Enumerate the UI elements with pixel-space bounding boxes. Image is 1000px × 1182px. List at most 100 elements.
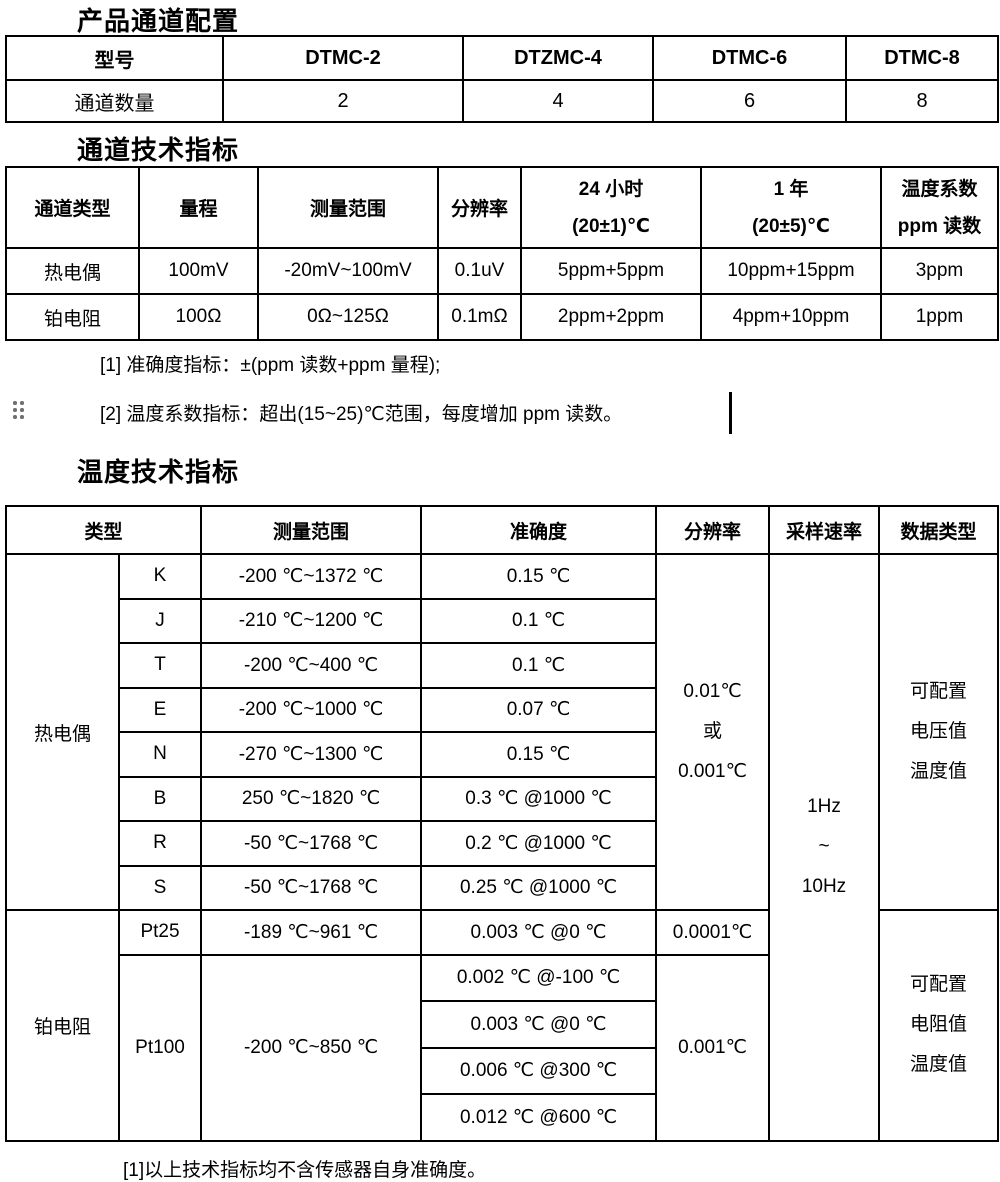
data-type-line: 可配置	[910, 681, 968, 702]
cell: 铂电阻	[5, 293, 140, 341]
header-cell-resolution: 分辨率	[655, 505, 771, 555]
cell-data-type-rtd: 可配置 电阻值 温度值	[878, 909, 1000, 1142]
cell-accuracy: 0.15 ℃	[420, 553, 658, 600]
cell: 4ppm+10ppm	[700, 293, 882, 341]
cell-range: -200 ℃~1000 ℃	[200, 686, 423, 733]
sample-rate-line: 1Hz	[807, 796, 841, 818]
cell-range: -189 ℃~961 ℃	[200, 909, 423, 956]
header-cell-dtmc6: DTMC-6	[652, 35, 847, 81]
cell-accuracy: 0.25 ℃ @1000 ℃	[420, 864, 658, 911]
header-cell-dtmc8: DTMC-8	[845, 35, 999, 81]
cell-accuracy: 0.006 ℃ @300 ℃	[420, 1046, 658, 1095]
product-channel-config-table: 型号 DTMC-2 DTZMC-4 DTMC-6 DTMC-8 通道数量 2 4…	[5, 35, 999, 123]
data-type-line: 电阻值	[910, 1014, 968, 1036]
cell-accuracy: 0.1 ℃	[420, 642, 658, 689]
table-row-Pt100-acc4: 0.012 ℃ @600 ℃	[6, 1093, 998, 1142]
table-row-E: E -200 ℃~1000 ℃ 0.07 ℃	[6, 686, 998, 733]
table-row-B: B 250 ℃~1820 ℃ 0.3 ℃ @1000 ℃	[6, 775, 998, 822]
cell-accuracy: 0.3 ℃ @1000 ℃	[420, 775, 658, 822]
cell-resolution-thermocouple: 0.01℃ 或 0.001℃	[655, 553, 771, 911]
header-cell-resolution: 分辨率	[437, 166, 522, 249]
data-type-line: 温度值	[910, 1054, 968, 1076]
table-row-S: S -50 ℃~1768 ℃ 0.25 ℃ @1000 ℃	[6, 864, 998, 911]
table-row-rtd: 铂电阻 100Ω 0Ω~125Ω 0.1mΩ 2ppm+2ppm 4ppm+10…	[5, 293, 999, 341]
cell-channel-count-2: 2	[222, 79, 464, 123]
header-cell-sample-rate: 采样速率	[768, 505, 881, 555]
data-type-line: 可配置	[910, 974, 968, 996]
cell-channel-count-4: 4	[462, 79, 654, 123]
footnote-sensor-accuracy: [1]以上技术指标均不含传感器自身准确度。	[123, 1160, 487, 1181]
table-row-Pt100-acc2: 0.003 ℃ @0 ℃	[6, 1000, 998, 1049]
cell-group-rtd: 铂电阻	[5, 909, 120, 1142]
cell-type: Pt25	[117, 909, 203, 956]
footnote-accuracy: [1] 准确度指标：±(ppm 读数+ppm 量程);	[100, 355, 441, 376]
table-row-T: T -200 ℃~400 ℃ 0.1 ℃	[6, 642, 998, 689]
cell: 100mV	[138, 247, 259, 295]
header-cell-data-type: 数据类型	[878, 505, 1000, 555]
header-cell-dtzmc4: DTZMC-4	[462, 35, 654, 81]
header-cell-accuracy: 准确度	[420, 505, 658, 555]
cell: 1ppm	[880, 293, 999, 341]
cell-type: E	[117, 686, 203, 733]
cell-type: R	[117, 820, 203, 867]
header-cell-measure-range: 测量范围	[200, 505, 423, 555]
cell-accuracy: 0.003 ℃ @0 ℃	[420, 1000, 658, 1049]
resolution-line: 0.01℃	[683, 681, 742, 702]
section-title-product-channel-config: 产品通道配置	[77, 6, 240, 36]
cell: 100Ω	[138, 293, 259, 341]
cell-accuracy: 0.2 ℃ @1000 ℃	[420, 820, 658, 867]
table-header-row: 型号 DTMC-2 DTZMC-4 DTMC-6 DTMC-8	[5, 35, 999, 81]
cell-type: Pt100	[117, 953, 203, 1142]
cell-type: K	[117, 553, 203, 600]
cell-range: -200 ℃~850 ℃	[200, 953, 423, 1142]
cell-sample-rate: 1Hz ~ 10Hz	[768, 553, 881, 1142]
table-header-row: 通道类型 量程 测量范围 分辨率 24 小时 (20±1)℃ 1 年 (20±5…	[5, 166, 999, 249]
drag-handle-icon[interactable]	[13, 401, 24, 419]
footnote-temp-coeff: [2] 温度系数指标：超出(15~25)℃范围，每度增加 ppm 读数。	[100, 404, 623, 425]
cell-resolution-pt25: 0.0001℃	[655, 909, 771, 956]
data-type-line: 温度值	[910, 761, 968, 782]
header-1year-line1: 1 年	[773, 178, 809, 200]
cell-accuracy: 0.15 ℃	[420, 731, 658, 778]
cell-data-type-thermocouple: 可配置 电压值 温度值	[878, 553, 1000, 911]
cell-type: B	[117, 775, 203, 822]
table-row-thermocouple: 热电偶 100mV -20mV~100mV 0.1uV 5ppm+5ppm 10…	[5, 247, 999, 295]
table-row-N: N -270 ℃~1300 ℃ 0.15 ℃	[6, 731, 998, 778]
cell: 热电偶	[5, 247, 140, 295]
cell-accuracy: 0.1 ℃	[420, 597, 658, 644]
cell-type: T	[117, 642, 203, 689]
data-type-line: 电压值	[910, 721, 968, 742]
cell: -20mV~100mV	[257, 247, 439, 295]
header-cell-channel-type: 通道类型	[5, 166, 140, 249]
cell-range: -50 ℃~1768 ℃	[200, 820, 423, 867]
cell: 0.1mΩ	[437, 293, 522, 341]
cell-type: J	[117, 597, 203, 644]
cell-channel-count-label: 通道数量	[5, 79, 224, 123]
cell: 5ppm+5ppm	[520, 247, 702, 295]
temperature-spec-table: 类型 测量范围 准确度 分辨率 采样速率 数据类型 热电偶 K -200 ℃~1…	[4, 505, 1000, 1142]
cell-type: S	[117, 864, 203, 911]
cell-accuracy: 0.002 ℃ @-100 ℃	[420, 953, 658, 1002]
header-temp-coeff-line1: 温度系数	[901, 178, 978, 200]
cell-channel-count-8: 8	[845, 79, 999, 123]
cell-channel-count-6: 6	[652, 79, 847, 123]
section-title-temperature-specs: 温度技术指标	[77, 457, 240, 487]
header-cell-type: 类型	[4, 505, 203, 555]
table-header-row: 类型 测量范围 准确度 分辨率 采样速率 数据类型	[4, 505, 1000, 555]
cell-range: -270 ℃~1300 ℃	[200, 731, 423, 778]
cell: 2ppm+2ppm	[520, 293, 702, 341]
cell-range: -200 ℃~1372 ℃	[200, 553, 423, 600]
resolution-line: 或	[703, 721, 723, 742]
cell: 3ppm	[880, 247, 999, 295]
table-row-K: 热电偶 K -200 ℃~1372 ℃ 0.15 ℃ 0.01℃ 或 0.001…	[5, 553, 1000, 1142]
text-cursor	[729, 392, 732, 434]
cell-range: -210 ℃~1200 ℃	[200, 597, 423, 644]
resolution-line: 0.001℃	[678, 761, 747, 782]
cell-range: -200 ℃~400 ℃	[200, 642, 423, 689]
cell-type: N	[117, 731, 203, 778]
cell: 0Ω~125Ω	[257, 293, 439, 341]
cell-group-thermocouple: 热电偶	[5, 553, 120, 911]
cell-resolution-pt100: 0.001℃	[655, 953, 771, 1142]
cell-range: 250 ℃~1820 ℃	[200, 775, 423, 822]
